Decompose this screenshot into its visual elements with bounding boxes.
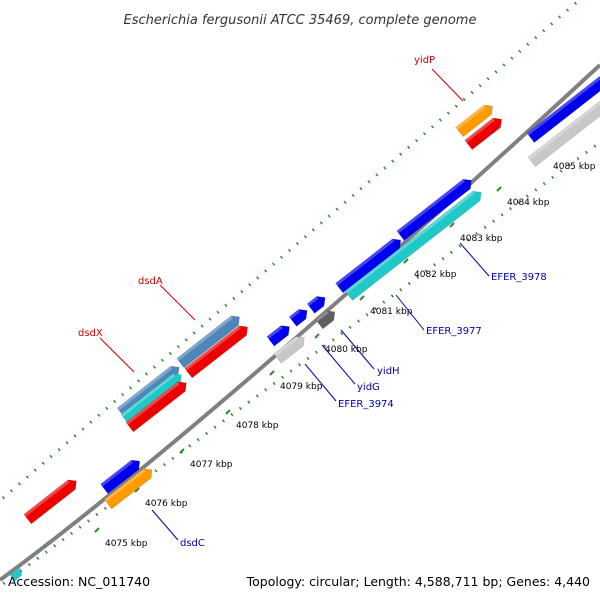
tick-mark xyxy=(314,333,320,339)
gene-label: yidP xyxy=(414,55,435,66)
gene-arrow xyxy=(306,296,326,314)
tick-mark xyxy=(179,448,185,454)
gene-fragment xyxy=(10,568,22,582)
gene-arrow xyxy=(527,92,600,168)
gene-arrow xyxy=(344,190,482,301)
tick-mark xyxy=(403,258,409,264)
tick-mark xyxy=(94,527,100,533)
gene-arrow xyxy=(100,459,141,495)
gene-arrow xyxy=(103,468,153,510)
tick-label: 4079 kbp xyxy=(280,382,323,392)
tick-label: 4083 kbp xyxy=(460,234,503,244)
accession-text: Accession: NC_011740 xyxy=(8,574,150,589)
tick-label: 4078 kbp xyxy=(236,421,279,431)
tick-label: 4084 kbp xyxy=(507,198,550,208)
label-leader-line xyxy=(459,242,490,277)
tick-mark xyxy=(134,487,140,493)
tick-label: 4085 kbp xyxy=(553,162,596,172)
label-leader-line xyxy=(395,294,425,331)
tick-label: 4081 kbp xyxy=(370,307,413,317)
label-leader-line xyxy=(159,284,196,321)
gc-skew-dots-outer xyxy=(0,0,582,503)
gene-arrow xyxy=(396,178,472,241)
gene-label: yidH xyxy=(377,366,400,377)
gene-label: EFER_3978 xyxy=(491,272,547,283)
gene-arrow xyxy=(273,336,305,364)
tick-marks: 4075 kbp 4076 kbp 4077 kbp 4078 kbp 4079 kbp… xyxy=(94,150,596,549)
tick-label: 4082 kbp xyxy=(414,270,457,280)
gene-label: EFER_3974 xyxy=(338,399,394,410)
label-leader-line xyxy=(431,68,464,102)
gene-arrow xyxy=(266,325,290,347)
gene-arrow xyxy=(288,309,308,327)
gene-label: dsdA xyxy=(138,276,163,287)
label-leader-line xyxy=(304,363,337,402)
label-leader-line xyxy=(321,344,356,385)
gene-arrow xyxy=(335,238,402,294)
tick-mark xyxy=(449,222,455,228)
tick-label: 4080 kbp xyxy=(325,345,368,355)
tick-mark xyxy=(359,295,365,301)
gene-label: EFER_3977 xyxy=(426,326,482,337)
gene-features xyxy=(10,74,600,582)
gene-label: dsdC xyxy=(180,538,205,549)
gene-arrow xyxy=(455,104,493,138)
label-leader-line xyxy=(340,329,375,370)
gene-arrow xyxy=(315,310,336,330)
tick-mark xyxy=(496,186,502,192)
label-leader-line xyxy=(99,337,135,373)
tick-mark xyxy=(269,370,275,376)
gene-arrow xyxy=(464,117,502,151)
label-leader-line xyxy=(151,509,179,541)
gene-arrow xyxy=(176,315,240,369)
gene-arrow xyxy=(125,381,187,433)
tick-label: 4077 kbp xyxy=(190,460,233,470)
gene-labels: yidP dsdA dsdX EFER_3978 EFER_3977 yidH yidG EF… xyxy=(78,55,547,549)
gene-label: dsdX xyxy=(78,328,103,339)
gene-arrow xyxy=(184,325,248,379)
tick-mark xyxy=(225,409,231,415)
map-title: Escherichia fergusonii ATCC 35469, compl… xyxy=(124,13,477,28)
gene-arrow xyxy=(526,74,600,143)
tick-label: 4075 kbp xyxy=(105,539,148,549)
gene-label: yidG xyxy=(357,382,380,393)
tick-label: 4076 kbp xyxy=(145,499,188,509)
gene-arrow xyxy=(23,479,77,525)
genome-summary-text: Topology: circular; Length: 4,588,711 bp… xyxy=(246,574,590,589)
